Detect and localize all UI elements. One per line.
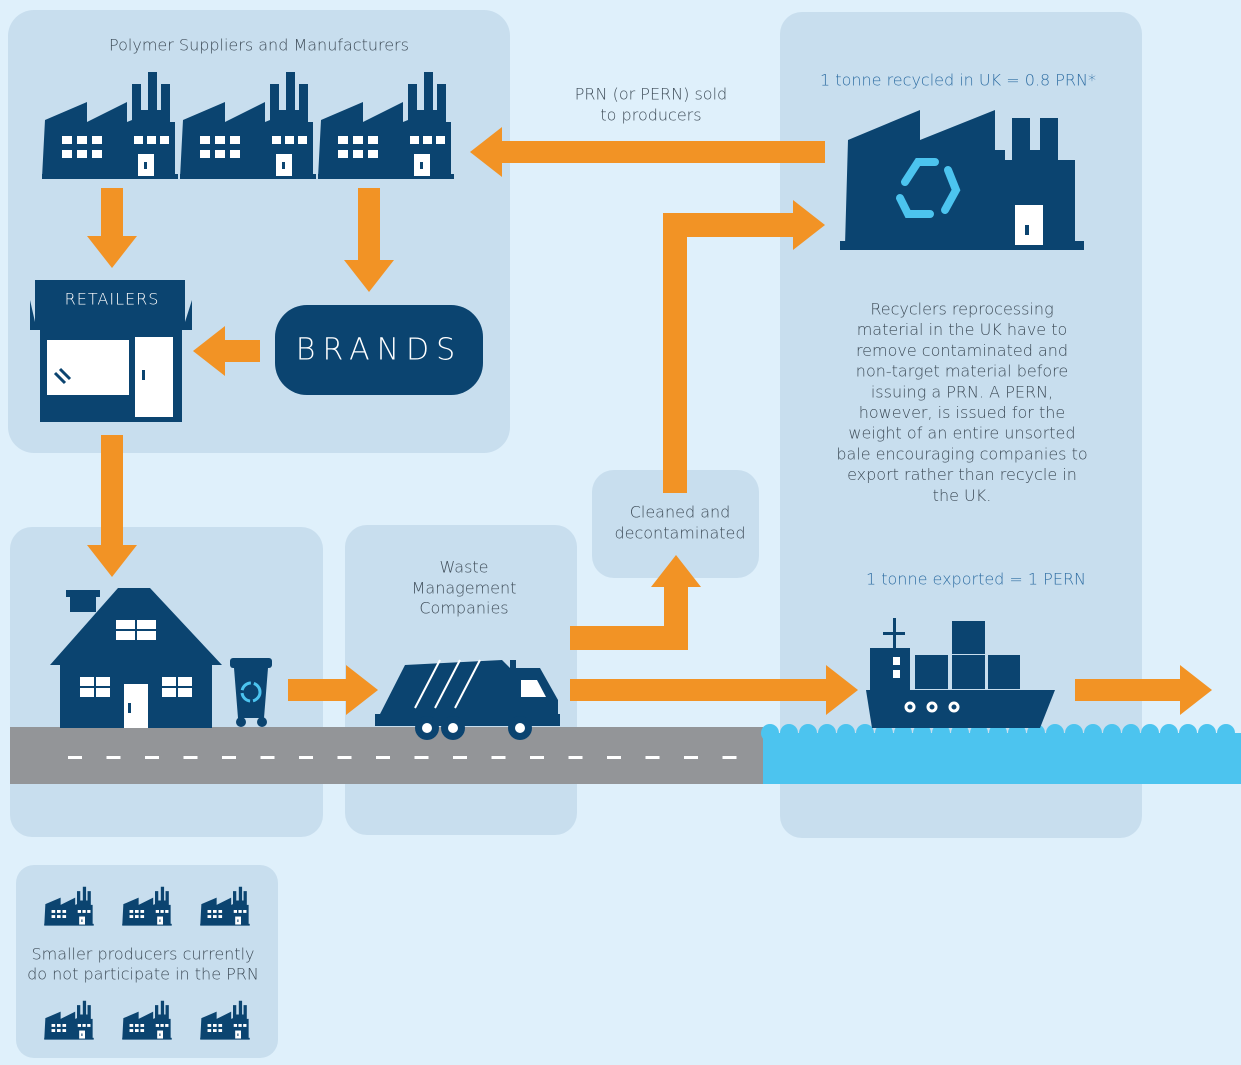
wave xyxy=(818,724,836,742)
road-dash xyxy=(569,756,583,759)
road-dash xyxy=(299,756,313,759)
recycler-factory xyxy=(840,110,1084,250)
wave xyxy=(799,724,817,742)
recycler-text: the UK. xyxy=(933,486,992,505)
waste-text: Waste xyxy=(439,558,488,577)
wave xyxy=(1103,724,1121,742)
road-dash xyxy=(145,756,159,759)
road-dash xyxy=(723,756,737,759)
road-dash xyxy=(338,756,352,759)
cleaned-text: Cleaned and xyxy=(630,503,731,522)
road-dash xyxy=(376,756,390,759)
export-heading: 1 tonne exported = 1 PERN xyxy=(866,570,1086,589)
small-producers-text: Smaller producers currently xyxy=(32,945,255,964)
wave xyxy=(1065,724,1083,742)
brands-label: BRANDS xyxy=(296,333,462,368)
road-dash xyxy=(453,756,467,759)
wave xyxy=(1160,724,1178,742)
recycler-text: Recyclers reprocessing xyxy=(870,300,1053,319)
waste-text: Companies xyxy=(419,599,508,618)
road-dash xyxy=(261,756,275,759)
diagram: RETAILERS BRANDS xyxy=(0,0,1241,1061)
wave xyxy=(1198,724,1216,742)
cleaned-text: decontaminated xyxy=(614,524,745,543)
road-dash xyxy=(684,756,698,759)
road-dash xyxy=(415,756,429,759)
wave xyxy=(856,724,874,742)
recycler-text: material in the UK have to xyxy=(857,320,1068,339)
prn-sale-text: to producers xyxy=(600,106,701,125)
arrow-head xyxy=(1180,665,1212,715)
recycler-text: export rather than recycle in xyxy=(847,465,1077,484)
retailers-label: RETAILERS xyxy=(65,290,160,309)
small-producers-text: do not participate in the PRN xyxy=(27,965,259,984)
wave xyxy=(780,724,798,742)
arrow-shaft xyxy=(570,587,676,638)
recycler-text: issuing a PRN. A PERN, xyxy=(871,382,1053,401)
wave xyxy=(1141,724,1159,742)
wave xyxy=(1046,724,1064,742)
road-dash xyxy=(68,756,82,759)
recycler-heading: 1 tonne recycled in UK = 0.8 PRN* xyxy=(820,71,1096,90)
recycler-text: remove contaminated and xyxy=(856,341,1068,360)
road-dash xyxy=(184,756,198,759)
recycler-text: non-target material before xyxy=(856,362,1068,381)
road-dash xyxy=(222,756,236,759)
arrow-shaft xyxy=(675,225,793,493)
panel-title: Polymer Suppliers and Manufacturers xyxy=(109,36,409,55)
wave xyxy=(1122,724,1140,742)
wave xyxy=(1084,724,1102,742)
waste-text: Management xyxy=(412,579,517,598)
recycler-text: bale encouraging companies to xyxy=(836,444,1087,463)
road-dash xyxy=(492,756,506,759)
wave xyxy=(761,724,779,742)
shop: RETAILERS xyxy=(30,280,192,422)
prn-sale-text: PRN (or PERN) sold xyxy=(575,85,727,104)
road xyxy=(10,727,763,784)
road-dash xyxy=(646,756,660,759)
page: {"suppliers_panel": {"title": "Polymer S… xyxy=(0,0,1241,1061)
recycler-text: weight of an entire unsorted xyxy=(848,424,1075,443)
wave xyxy=(837,724,855,742)
recycler-text: however, is issued for the xyxy=(859,403,1065,422)
road-dash xyxy=(607,756,621,759)
wave xyxy=(1217,724,1235,742)
road-dash xyxy=(530,756,544,759)
road-dash xyxy=(107,756,121,759)
wave xyxy=(1179,724,1197,742)
